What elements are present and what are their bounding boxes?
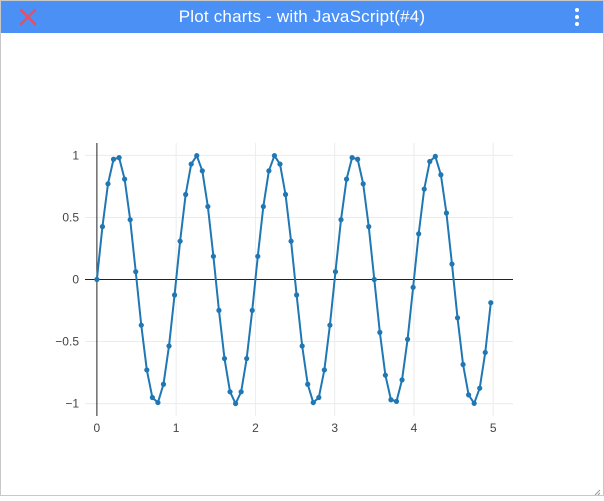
data-point[interactable] [260,203,266,210]
data-point[interactable] [288,238,294,244]
x-tick-labels: 0 1 2 3 4 5 [94,421,497,435]
data-point[interactable] [94,276,100,283]
line-chart[interactable]: −1 −0.5 0 0.5 1 0 1 2 3 4 5 [1,33,603,495]
x-tick-label: 5 [490,421,497,435]
resize-grip-icon [594,489,601,496]
data-point[interactable] [454,315,461,321]
data-point[interactable] [216,307,222,313]
y-tick-label: −0.5 [55,335,79,349]
series-sine[interactable] [94,153,494,407]
data-point[interactable] [327,322,333,328]
data-point[interactable] [404,336,411,342]
x-tick-label: 1 [173,421,180,435]
data-point[interactable] [122,176,128,182]
data-point[interactable] [232,400,239,407]
title-bar: Plot charts - with JavaScript(#4) [1,1,603,33]
data-point[interactable] [443,210,450,216]
close-button[interactable] [17,6,39,28]
data-point[interactable] [244,355,250,362]
data-point[interactable] [416,231,422,237]
data-point[interactable] [460,361,466,368]
data-point[interactable] [116,155,122,161]
data-point[interactable] [205,203,211,210]
data-point[interactable] [294,292,300,298]
data-point[interactable] [183,191,189,198]
plot-area[interactable]: −1 −0.5 0 0.5 1 0 1 2 3 4 5 [1,33,603,495]
data-point[interactable] [488,300,494,306]
data-point[interactable] [127,217,133,223]
data-point[interactable] [332,269,339,275]
data-point[interactable] [471,400,477,406]
y-tick-labels: −1 −0.5 0 0.5 1 [55,148,79,410]
data-point[interactable] [138,322,144,328]
series-line[interactable] [95,154,492,405]
x-tick-label: 0 [94,421,101,435]
data-point[interactable] [449,261,455,267]
data-point[interactable] [255,253,261,259]
kebab-menu-icon [575,8,579,26]
data-point[interactable] [393,398,400,404]
y-tick-label: −1 [65,397,79,411]
kebab-menu-button[interactable] [573,7,581,27]
data-point[interactable] [360,181,366,187]
close-x-icon [19,8,37,26]
data-point[interactable] [177,238,183,244]
data-point[interactable] [432,153,438,160]
data-point[interactable] [110,156,117,162]
y-tick-label: 0.5 [62,210,79,224]
data-point[interactable] [410,284,416,290]
data-point[interactable] [377,329,383,335]
data-point[interactable] [266,168,272,174]
data-point[interactable] [316,394,322,401]
data-point[interactable] [321,367,327,373]
data-point[interactable] [133,269,139,275]
data-point[interactable] [421,186,427,192]
data-point[interactable] [194,153,200,159]
data-point[interactable] [371,276,377,283]
data-point[interactable] [282,191,289,198]
data-point[interactable] [160,381,167,387]
y-tick-label: 1 [72,148,79,162]
data-point[interactable] [366,224,372,230]
data-point[interactable] [149,394,155,401]
data-point[interactable] [388,397,394,403]
data-point[interactable] [210,253,216,259]
data-point[interactable] [310,399,316,406]
data-point[interactable] [155,399,161,406]
data-point[interactable] [299,343,305,349]
data-point[interactable] [466,392,472,398]
data-point[interactable] [482,349,488,356]
data-point[interactable] [355,156,361,162]
data-point[interactable] [338,217,344,223]
data-point[interactable] [199,168,205,174]
data-point[interactable] [382,372,388,378]
data-point[interactable] [271,153,278,159]
x-tick-label: 3 [331,421,338,435]
data-point[interactable] [221,355,228,362]
data-point[interactable] [166,343,172,349]
data-point[interactable] [249,307,255,313]
data-point[interactable] [105,181,111,187]
data-point[interactable] [343,176,350,182]
data-point[interactable] [427,158,433,165]
data-point[interactable] [171,292,178,298]
data-point[interactable] [277,161,283,167]
x-tick-label: 2 [252,421,259,435]
data-point[interactable] [227,389,233,395]
data-point[interactable] [477,385,483,391]
axes [85,143,513,416]
data-point[interactable] [349,155,355,161]
data-point[interactable] [305,381,311,387]
resize-grip[interactable] [591,483,601,496]
data-point[interactable] [238,389,244,395]
window-title: Plot charts - with JavaScript(#4) [178,7,426,26]
data-point[interactable] [144,367,150,373]
data-point[interactable] [438,172,444,178]
data-point[interactable] [399,377,405,383]
y-tick-label: 0 [72,273,79,287]
data-point[interactable] [99,224,106,230]
data-point[interactable] [188,161,194,167]
x-tick-label: 4 [411,421,418,435]
